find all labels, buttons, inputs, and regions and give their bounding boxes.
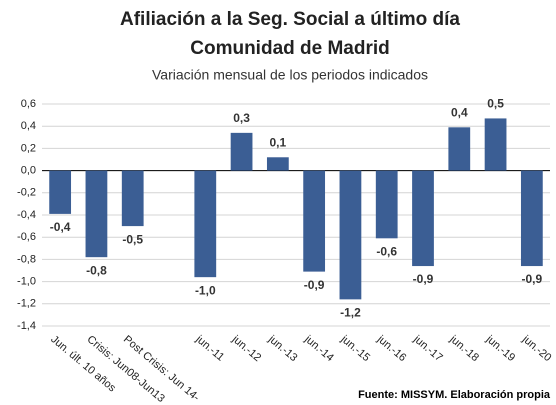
data-label: 0,4 [451,105,468,119]
chart-title: Afiliación a la Seg. Social a último día [120,9,460,30]
y-tick-label: -0,2 [17,187,36,199]
data-label: -0,9 [522,272,543,286]
y-tick-label: -1,0 [17,276,36,288]
data-label: -0,6 [376,244,397,258]
x-tick-label: jun.-12 [229,333,263,364]
data-label: -0,9 [413,272,434,286]
y-tick-label: 0,0 [21,165,36,177]
bar [375,170,398,239]
bar [303,170,326,272]
x-tick-label: jun.-20 [519,333,553,364]
y-tick-label: 0,4 [21,120,36,132]
x-tick-label: jun.-19 [483,333,517,364]
x-tick-label: jun.-11 [193,333,227,364]
data-label: -1,2 [340,306,361,320]
bar [194,170,217,278]
data-label: -1,0 [195,283,216,297]
y-tick-label: -0,8 [17,253,36,265]
y-tick-label: -1,2 [17,298,36,310]
bar [339,170,362,300]
data-label: 0,3 [233,111,250,125]
data-label: -0,8 [86,263,107,277]
bar [85,170,108,258]
y-tick-label: -1,4 [17,320,36,332]
data-label: 0,5 [487,97,504,111]
data-label: 0,1 [270,135,287,149]
data-label: -0,4 [50,220,71,234]
data-label: -0,9 [304,278,325,292]
bar [121,170,144,227]
bar [484,118,507,171]
x-tick-label: jun.-18 [447,333,481,364]
y-tick-label: 0,2 [21,142,36,154]
y-tick-label: -0,6 [17,231,36,243]
x-tick-label: jun.-16 [374,333,408,364]
x-tick-label: jun.-17 [410,333,444,364]
data-label: -0,5 [122,232,143,246]
bar [520,170,543,267]
source-note: Fuente: MISSYM. Elaboración propia [358,389,551,401]
bar [49,170,72,214]
x-tick-label: jun.-15 [338,333,372,364]
bar [412,170,434,267]
y-tick-label: 0,6 [21,98,36,110]
x-tick-label: jun.-14 [302,333,336,364]
x-tick-label: jun.-13 [265,333,299,364]
bar [266,157,289,171]
bar [230,132,253,171]
x-tick-label: Jun. últ. 10 años [48,333,118,394]
chart-title: Comunidad de Madrid [190,38,390,59]
chart-subtitle: Variación mensual de los periodos indica… [152,67,428,83]
bar [448,127,471,171]
y-tick-label: -0,4 [17,209,36,221]
